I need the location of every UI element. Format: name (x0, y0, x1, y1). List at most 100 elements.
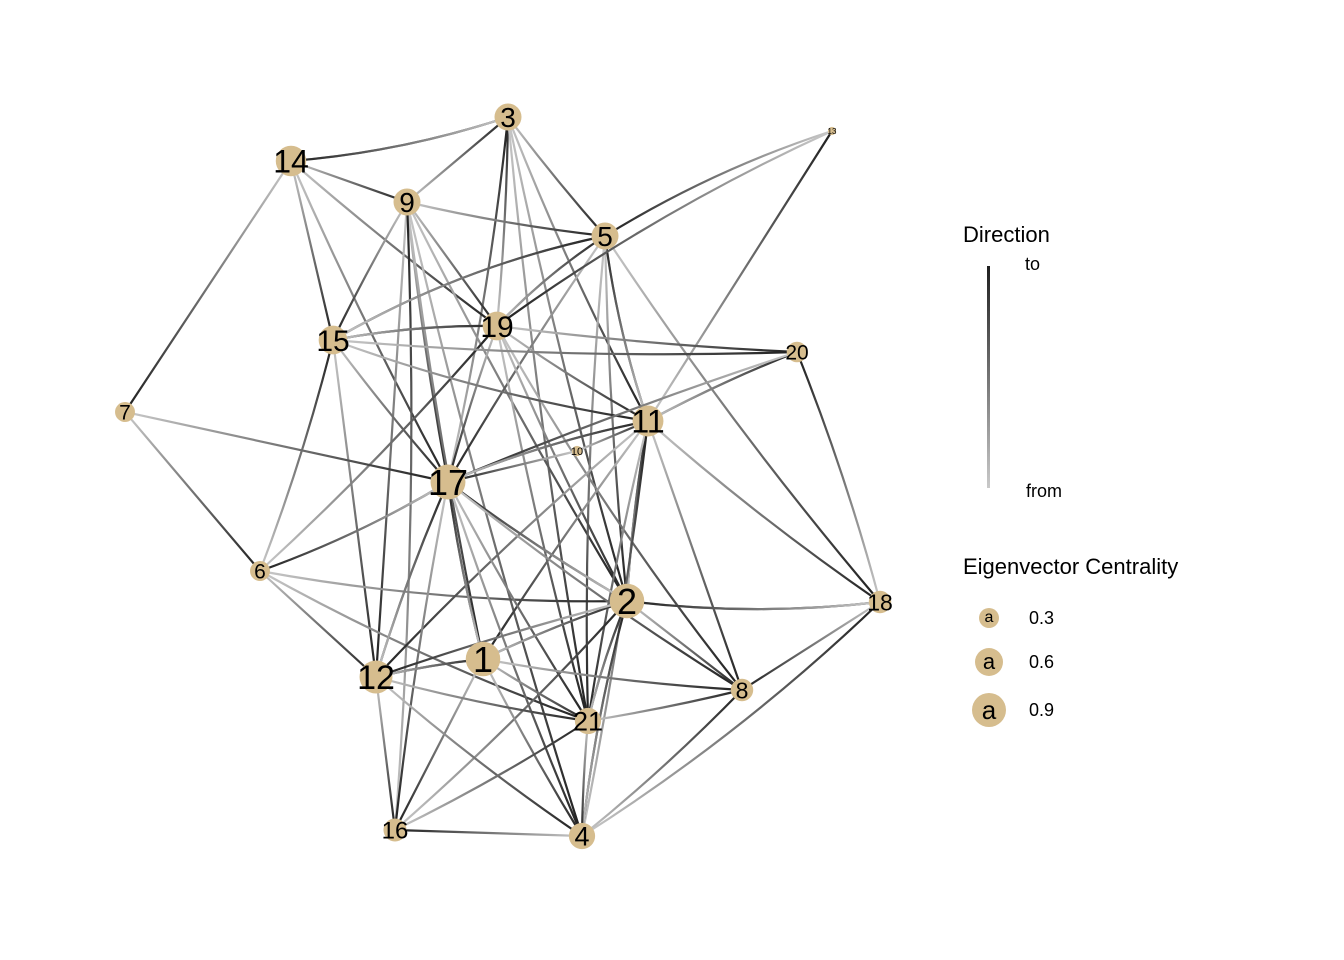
graph-edge-17-16 (393, 480, 450, 832)
node-label-5: 5 (597, 221, 613, 252)
graph-node-10: 10 (571, 445, 583, 458)
graph-edge-16-21 (393, 719, 590, 832)
graph-edge-9-15 (331, 200, 409, 342)
graph-edge-14-7 (123, 159, 293, 414)
graph-edge-14-17 (289, 159, 450, 484)
graph-edge-2-12 (374, 599, 629, 679)
graph-node-13: 13 (828, 127, 837, 136)
graph-node-17: 17 (428, 462, 468, 503)
graph-node-11: 11 (631, 404, 664, 440)
node-circle-1 (465, 641, 501, 677)
graph-edge-11-21 (586, 419, 650, 723)
node-label-3: 3 (500, 102, 516, 133)
graph-node-18: 18 (867, 589, 893, 615)
graph-edge-9-3 (405, 115, 510, 204)
graph-edge-11-1 (481, 419, 650, 661)
graph-edge-15-5 (331, 234, 607, 342)
graph-edge-6-12 (258, 569, 378, 679)
graph-node-21: 21 (573, 707, 603, 737)
graph-edge-19-21 (495, 324, 590, 723)
node-label-17: 17 (428, 462, 468, 503)
node-label-20: 20 (785, 342, 808, 365)
node-circle-7 (115, 402, 135, 422)
graph-edge-19-17 (446, 324, 499, 484)
node-circle-11 (632, 405, 664, 437)
graph-edge-19-20 (495, 324, 799, 354)
graph-edge-14-3 (289, 115, 510, 163)
graph-edge-6-2 (258, 569, 629, 603)
graph-edge-9-5 (405, 200, 607, 238)
node-circle-14 (275, 145, 307, 177)
graph-edge-19-5 (495, 234, 607, 328)
node-label-9: 9 (399, 187, 415, 218)
node-label-1: 1 (473, 639, 493, 680)
node-label-8: 8 (736, 677, 749, 703)
node-label-19: 19 (480, 311, 513, 344)
node-label-15: 15 (316, 325, 349, 358)
graph-node-12: 12 (357, 659, 395, 697)
graph-edge-17-11 (446, 419, 650, 484)
graph-edge-6-15 (258, 338, 335, 573)
graph-node-15: 15 (316, 325, 349, 358)
graph-edge-17-3 (446, 115, 510, 484)
node-label-18: 18 (867, 589, 893, 615)
node-circle-18 (868, 590, 892, 614)
graph-edge-17-8 (446, 480, 744, 692)
node-circle-10 (571, 445, 583, 457)
node-circle-17 (430, 464, 466, 500)
graph-edge-4-8 (580, 688, 744, 838)
edge-layer (123, 115, 882, 838)
graph-edge-4-18 (580, 600, 882, 838)
graph-edge-15-17 (331, 338, 450, 484)
node-circle-5 (591, 222, 619, 250)
node-circle-3 (494, 103, 522, 131)
graph-edge-18-20 (795, 350, 882, 604)
graph-edge-17-6 (258, 480, 450, 573)
graph-edge-15-19 (331, 324, 499, 342)
graph-node-6: 6 (250, 561, 270, 584)
graph-edge-15-20 (331, 338, 799, 356)
graph-edge-15-11 (331, 338, 650, 423)
node-circle-2 (609, 583, 645, 619)
graph-edge-14-15 (289, 159, 335, 342)
graph-edge-4-16 (393, 828, 584, 838)
graph-edge-9-1 (405, 200, 485, 661)
node-circle-6 (250, 561, 270, 581)
graph-edge-5-18 (603, 234, 882, 604)
node-circle-20 (786, 341, 808, 363)
graph-edge-17-2 (446, 480, 629, 603)
node-label-16: 16 (382, 818, 409, 845)
graph-edge-7-17 (123, 410, 450, 484)
graph-edge-1-4 (481, 657, 584, 838)
graph-edge-1-2 (481, 599, 629, 661)
node-circle-15 (318, 325, 348, 355)
node-circle-16 (383, 818, 407, 842)
graph-edge-6-21 (258, 569, 590, 723)
node-label-7: 7 (119, 402, 131, 425)
graph-edge-13-5 (603, 129, 834, 238)
graph-node-2: 2 (609, 581, 645, 622)
graph-edge-1-8 (481, 657, 744, 692)
graph-edge-12-17 (374, 480, 450, 679)
node-label-21: 21 (573, 707, 603, 737)
graph-edge-1-17 (446, 480, 485, 661)
graph-edge-2-17 (446, 480, 629, 603)
graph-edge-9-2 (405, 200, 629, 603)
graph-node-8: 8 (730, 677, 754, 703)
graph-node-3: 3 (494, 102, 522, 133)
graph-edge-19-2 (495, 324, 629, 603)
graph-edge-3-2 (506, 115, 629, 603)
graph-edge-11-12 (374, 419, 650, 679)
graph-edge-7-6 (123, 410, 262, 573)
node-label-10: 10 (571, 446, 583, 458)
graph-edge-11-8 (646, 419, 744, 692)
graph-node-5: 5 (591, 221, 619, 252)
graph-edge-17-4 (446, 480, 584, 838)
node-circle-13 (827, 126, 837, 136)
graph-node-19: 19 (480, 311, 513, 344)
graph-edge-9-19 (405, 200, 499, 328)
graph-edge-3-21 (506, 115, 590, 723)
